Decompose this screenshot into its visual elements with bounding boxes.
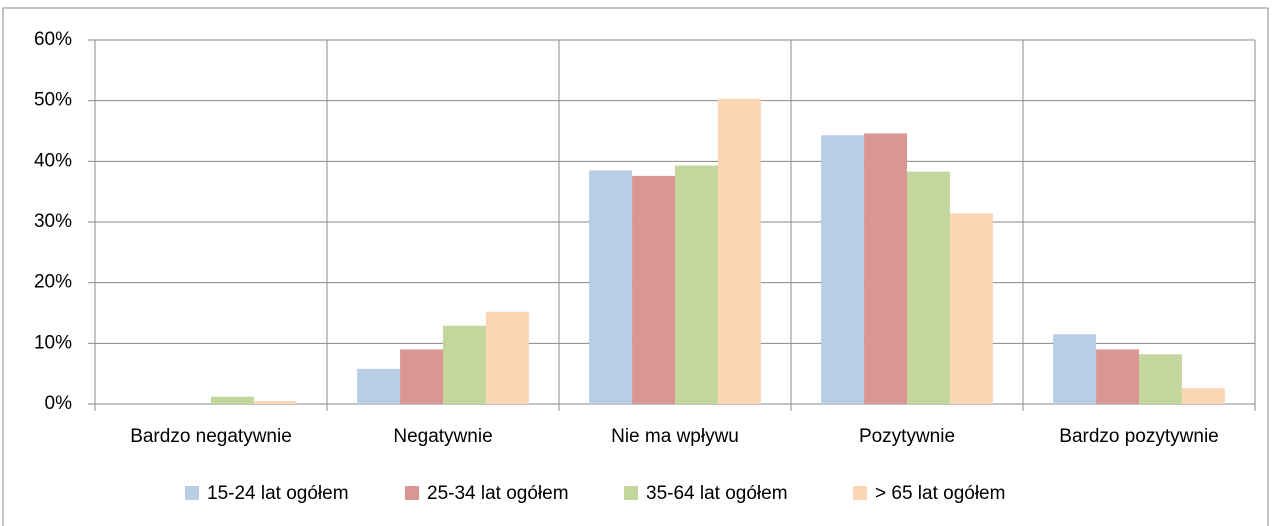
bar — [675, 165, 718, 404]
bar — [864, 133, 907, 404]
bar — [1053, 334, 1097, 404]
legend-label: 15-24 lat ogółem — [207, 483, 349, 504]
x-tick-label: Nie ma wpływu — [611, 426, 739, 447]
legend-label: 25-34 lat ogółem — [427, 483, 569, 504]
y-tick-label: 60% — [34, 29, 72, 50]
bar — [1139, 354, 1182, 404]
bar — [253, 400, 297, 404]
bar — [443, 325, 486, 404]
bar — [589, 170, 633, 404]
bar — [821, 135, 865, 404]
legend-swatch — [624, 486, 638, 500]
bar — [1096, 349, 1139, 404]
bar — [211, 396, 254, 404]
legend-swatch — [853, 486, 867, 500]
bar — [632, 175, 675, 404]
y-tick-label: 40% — [34, 150, 72, 171]
bar — [485, 311, 529, 404]
bar — [717, 98, 761, 404]
y-tick-label: 50% — [34, 90, 72, 111]
bar — [400, 349, 443, 404]
y-tick-label: 20% — [34, 272, 72, 293]
x-tick-label: Pozytywnie — [859, 426, 955, 447]
x-tick-label: Bardzo pozytywnie — [1059, 426, 1218, 447]
legend-swatch — [185, 486, 199, 500]
bar — [1181, 388, 1225, 404]
bar — [357, 368, 401, 404]
y-tick-label: 10% — [34, 332, 72, 353]
legend-swatch — [405, 486, 419, 500]
bar — [907, 171, 950, 404]
y-tick-label: 0% — [45, 393, 73, 414]
legend-label: > 65 lat ogółem — [875, 483, 1005, 504]
legend-label: 35-64 lat ogółem — [646, 483, 788, 504]
x-tick-label: Bardzo negatywnie — [130, 426, 292, 447]
y-tick-label: 30% — [34, 211, 72, 232]
bar — [949, 213, 993, 404]
x-tick-label: Negatywnie — [393, 426, 492, 447]
